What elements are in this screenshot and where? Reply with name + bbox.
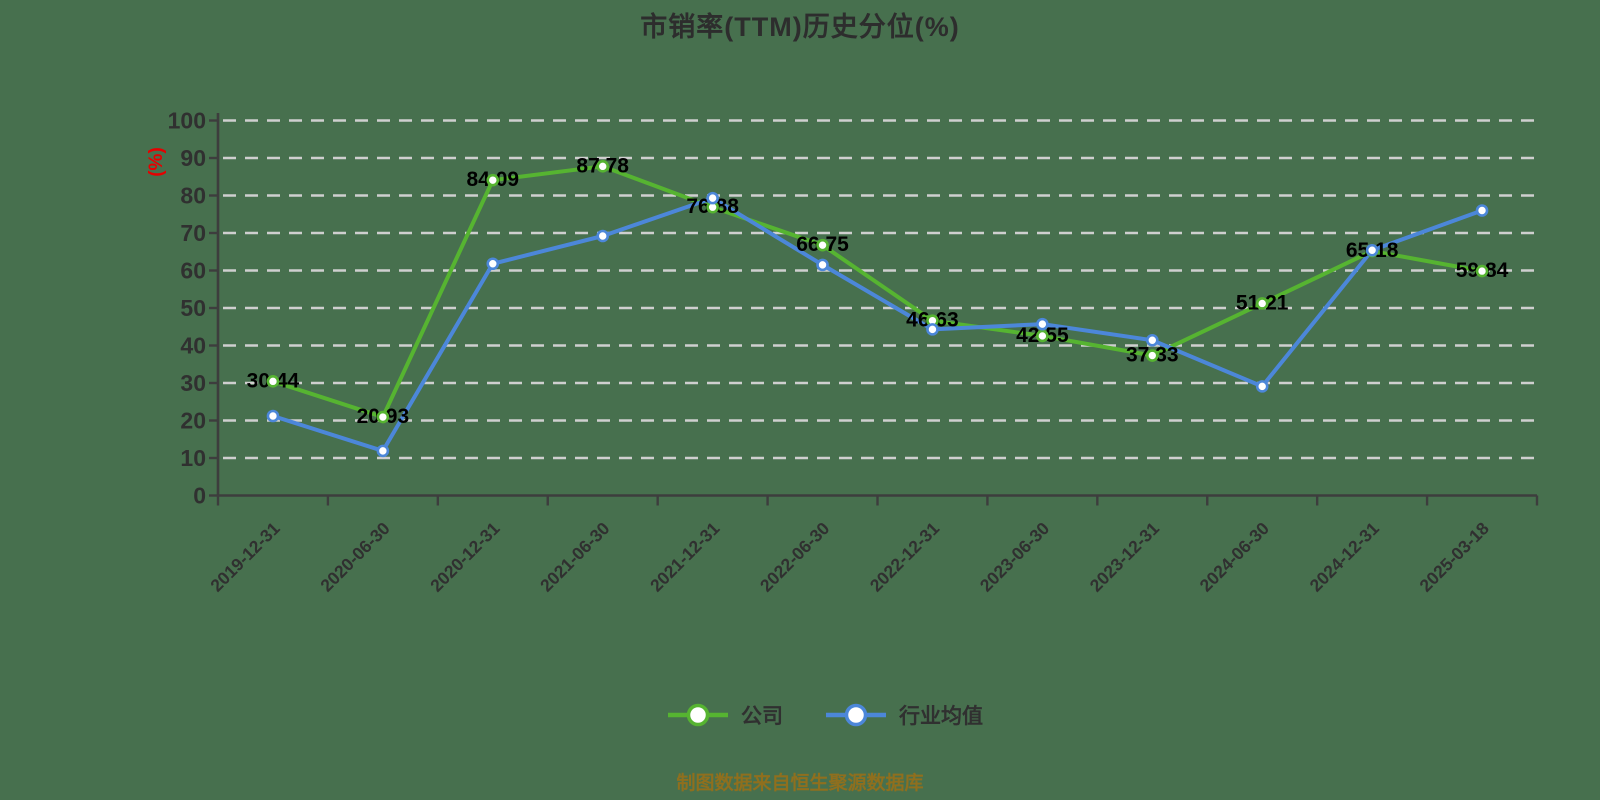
x-axis-label: 2022-06-30 bbox=[756, 518, 834, 596]
data-point-industry[interactable] bbox=[1475, 204, 1489, 217]
series-line-company[interactable] bbox=[270, 164, 1485, 420]
legend-label-industry: 行业均值 bbox=[899, 705, 983, 728]
y-axis-tick-label: 70 bbox=[180, 220, 206, 246]
x-axis-label: 2022-12-31 bbox=[866, 518, 944, 596]
x-axis-label: 2023-12-31 bbox=[1086, 518, 1164, 596]
legend-item-company[interactable]: 公司 bbox=[665, 700, 783, 730]
y-axis-tick-label: 0 bbox=[193, 483, 206, 509]
data-point-industry[interactable] bbox=[1365, 243, 1379, 257]
company-line-marker-icon bbox=[668, 703, 728, 727]
data-point-industry[interactable] bbox=[926, 323, 939, 336]
x-axis-label: 2023-06-30 bbox=[976, 518, 1054, 596]
data-point-company[interactable] bbox=[816, 238, 829, 252]
data-point-company[interactable] bbox=[1036, 329, 1049, 343]
chart-title: 市销率(TTM)历史分位(%) bbox=[640, 12, 960, 42]
industry-line-marker-icon bbox=[826, 703, 886, 727]
x-axis-label: 2021-06-30 bbox=[536, 518, 614, 596]
y-axis-tick-label: 30 bbox=[180, 370, 206, 396]
data-point-company[interactable] bbox=[1475, 264, 1489, 278]
data-point-company[interactable] bbox=[486, 173, 500, 187]
y-axis-tick-label: 100 bbox=[168, 108, 206, 134]
data-point-industry[interactable] bbox=[1145, 333, 1159, 347]
data-point-company[interactable] bbox=[266, 375, 280, 388]
y-axis-tick-label: 10 bbox=[180, 445, 206, 471]
data-point-industry[interactable] bbox=[706, 191, 719, 205]
y-axis-tick-label: 80 bbox=[180, 183, 206, 209]
data-source-note: 制图数据来自恒生聚源数据库 bbox=[676, 773, 924, 794]
data-point-industry[interactable] bbox=[1255, 380, 1269, 393]
x-axis-label: 2024-12-31 bbox=[1306, 518, 1384, 596]
legend-item-industry[interactable]: 行业均值 bbox=[823, 700, 983, 730]
x-axis-label: 2019-12-31 bbox=[206, 518, 284, 596]
data-point-industry[interactable] bbox=[266, 409, 280, 423]
x-axis-label: 2020-12-31 bbox=[426, 518, 504, 596]
data-point-company[interactable] bbox=[376, 410, 390, 424]
data-point-company[interactable] bbox=[1255, 297, 1269, 310]
data-point-company[interactable] bbox=[1145, 349, 1159, 362]
x-axis-label: 2024-06-30 bbox=[1196, 518, 1274, 596]
x-axis-label: 2020-06-30 bbox=[316, 518, 394, 596]
y-axis-tick-label: 20 bbox=[180, 408, 206, 434]
y-axis-tick-label: 90 bbox=[180, 145, 206, 171]
data-point-industry[interactable] bbox=[596, 229, 610, 243]
data-point-company[interactable] bbox=[596, 160, 610, 173]
series-line-industry[interactable] bbox=[270, 196, 1485, 453]
y-axis-tick-label: 60 bbox=[180, 258, 206, 284]
data-point-industry[interactable] bbox=[376, 444, 390, 458]
x-axis-label: 2025-03-18 bbox=[1415, 518, 1493, 596]
data-point-industry[interactable] bbox=[816, 258, 829, 272]
y-axis-tick-label: 50 bbox=[180, 295, 206, 321]
legend-label-company: 公司 bbox=[741, 705, 783, 728]
data-point-industry[interactable] bbox=[486, 257, 500, 271]
y-axis-tick-label: 40 bbox=[180, 333, 206, 359]
x-axis-label: 2021-12-31 bbox=[646, 518, 724, 596]
legend: 公司 行业均值 bbox=[24, 700, 1600, 730]
data-point-industry[interactable] bbox=[1036, 317, 1049, 331]
